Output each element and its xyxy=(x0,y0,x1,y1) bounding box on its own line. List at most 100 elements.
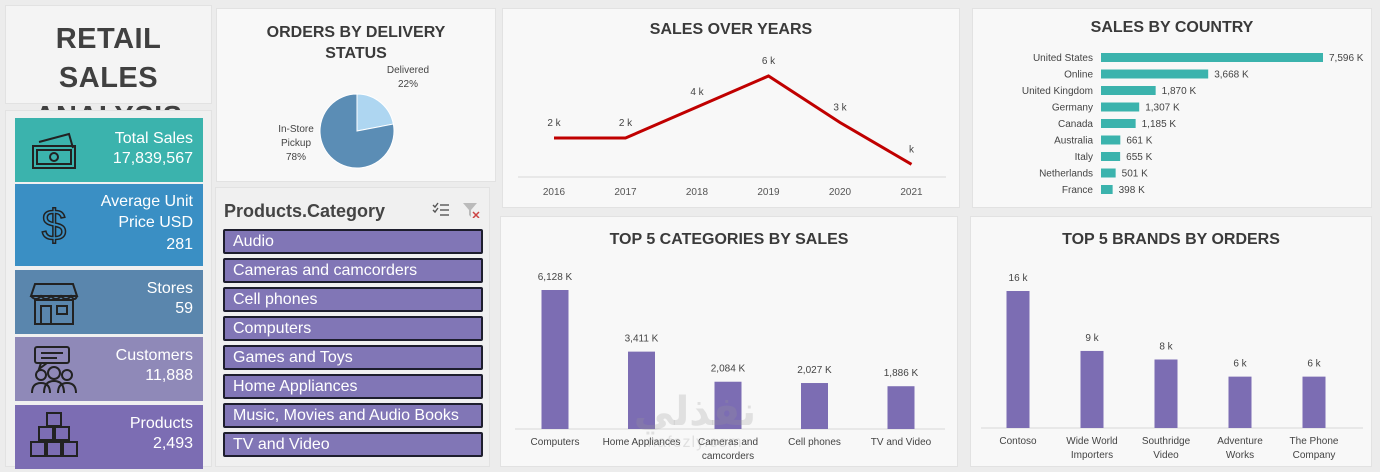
country-data-label: 655 K xyxy=(1126,152,1152,163)
slicer-item-tv-and-video[interactable]: TV and Video xyxy=(223,432,483,457)
clear-filter-icon[interactable] xyxy=(462,202,480,218)
pie-chart: Delivered 22% In-Store Pickup 78% xyxy=(278,65,429,169)
line-x-tick-label: 2019 xyxy=(757,187,780,198)
kpi-products-value: 2,493 xyxy=(152,435,193,452)
kpi-customers: Customers 11,888 xyxy=(15,337,203,401)
category-category-label: Computers xyxy=(531,437,580,448)
category-bar xyxy=(628,351,655,429)
svg-text:$: $ xyxy=(42,201,66,248)
category-category-label: Cell phones xyxy=(788,437,841,448)
country-bar xyxy=(1101,168,1116,178)
sales-by-country-card: SALES BY COUNTRY United States 7,596 K Onl… xyxy=(972,8,1372,208)
multi-select-icon[interactable] xyxy=(432,202,450,218)
category-data-label: 3,411 K xyxy=(625,334,659,345)
kpi-average-unit-price: $ Average Unit Price USD 281 xyxy=(15,184,203,266)
pie-label-pickup-pct: 78% xyxy=(286,152,306,163)
country-category-label: Online xyxy=(1064,70,1093,81)
kpi-stores-label: Stores xyxy=(146,280,193,297)
categories-bar-chart: 6,128 K Computers 3,411 K Home Appliances 2,… xyxy=(515,272,945,462)
line-data-label: k xyxy=(909,144,915,155)
kpi-total-sales-value: 17,839,567 xyxy=(112,150,193,167)
pie-label-delivered-pct: 22% xyxy=(398,79,418,90)
kpi-stores-value: 59 xyxy=(175,300,193,317)
top-categories-card: TOP 5 CATEGORIES BY SALES 6,128 K Compute… xyxy=(500,216,958,467)
pie-chart-title: ORDERS BY DELIVERY STATUS xyxy=(217,22,495,64)
category-bar xyxy=(714,381,742,429)
slicer-item-games-and-toys[interactable]: Games and Toys xyxy=(223,345,483,370)
line-data-label: 3 k xyxy=(833,103,847,114)
category-category-label: Home Appliances xyxy=(603,437,681,448)
customers-icon xyxy=(31,346,77,394)
kpi-total-sales: Total Sales 17,839,567 xyxy=(15,118,203,182)
slicer-item-cell-phones[interactable]: Cell phones xyxy=(223,287,483,312)
country-bar xyxy=(1101,119,1136,128)
brand-bar xyxy=(1006,291,1030,428)
kpi-customers-label: Customers xyxy=(115,347,193,364)
brand-category-label: Video xyxy=(1153,450,1179,461)
country-bar xyxy=(1101,135,1121,145)
slicer-item-home-appliances[interactable]: Home Appliances xyxy=(223,374,483,399)
pie-chart-title-line2: STATUS xyxy=(325,45,387,62)
slicer-item-audio[interactable]: Audio xyxy=(223,229,483,254)
brand-category-label: Company xyxy=(1293,450,1336,461)
pie-label-pickup-line1: In-Store xyxy=(278,124,314,135)
line-x-tick-label: 2017 xyxy=(614,187,637,198)
pie-chart-title-line1: ORDERS BY DELIVERY xyxy=(266,24,446,41)
line-x-tick-label: 2018 xyxy=(686,187,709,198)
line-data-label: 6 k xyxy=(762,56,776,67)
country-data-label: 501 K xyxy=(1122,169,1148,180)
brand-category-label: Wide World xyxy=(1066,436,1118,447)
country-category-label: United Kingdom xyxy=(1022,86,1093,97)
pie-label-delivered: Delivered xyxy=(387,65,429,76)
brand-category-label: Contoso xyxy=(999,436,1037,447)
brand-data-label: 16 k xyxy=(1009,273,1029,284)
line-series-sales xyxy=(554,74,913,166)
country-data-label: 661 K xyxy=(1126,136,1152,147)
country-category-label: Italy xyxy=(1075,152,1093,163)
country-bar xyxy=(1101,152,1121,161)
brand-category-label: Importers xyxy=(1071,450,1113,461)
pie-slice-delivered xyxy=(356,93,394,132)
slicer-item-cameras[interactable]: Cameras and camcorders xyxy=(223,258,483,283)
brand-category-label: The Phone xyxy=(1290,436,1339,447)
category-bar xyxy=(887,386,915,429)
country-bar xyxy=(1101,53,1323,62)
kpi-total-sales-label: Total Sales xyxy=(114,130,193,147)
dollar-icon: $ xyxy=(41,200,67,248)
brands-bar-chart: 16 k Contoso 9 k Wide World Importers 8 k Sout… xyxy=(981,273,1363,461)
kpi-customers-value: 11,888 xyxy=(145,367,193,384)
country-category-label: France xyxy=(1062,185,1094,196)
country-data-label: 1,870 K xyxy=(1162,86,1197,97)
slicer-item-music-movies[interactable]: Music, Movies and Audio Books xyxy=(223,403,483,428)
pie-slice-in-store-pickup xyxy=(319,93,395,169)
store-icon xyxy=(29,283,79,325)
kpi-products-label: Products xyxy=(129,415,193,432)
country-data-label: 398 K xyxy=(1119,185,1145,196)
kpi-average-unit-price-label-line1: Average Unit xyxy=(100,193,193,210)
slicer-item-computers[interactable]: Computers xyxy=(223,316,483,341)
category-bar xyxy=(801,383,828,429)
money-icon xyxy=(32,132,76,169)
pie-label-pickup-line2: Pickup xyxy=(281,138,311,149)
category-data-label: 2,027 K xyxy=(797,365,832,376)
brand-category-label: Adventure xyxy=(1217,436,1263,447)
kpi-stores: Stores 59 xyxy=(15,270,203,334)
line-x-tick-label: 2020 xyxy=(829,187,852,198)
boxes-icon xyxy=(30,412,78,457)
brand-category-label: Southridge xyxy=(1142,436,1191,447)
dashboard-title-panel: RETAIL SALES ANALYSIS xyxy=(5,5,212,133)
country-bar xyxy=(1101,185,1113,194)
category-data-label: 2,084 K xyxy=(711,364,746,375)
category-bar xyxy=(541,290,569,429)
brand-data-label: 9 k xyxy=(1085,333,1099,344)
country-bar xyxy=(1101,102,1140,112)
country-data-label: 1,185 K xyxy=(1142,119,1177,130)
brand-bar xyxy=(1154,359,1178,428)
brand-data-label: 8 k xyxy=(1159,342,1173,353)
orders-by-delivery-status-card: ORDERS BY DELIVERY STATUS Delivered 22% … xyxy=(216,8,496,182)
country-category-label: Australia xyxy=(1054,136,1093,147)
country-category-label: Netherlands xyxy=(1039,169,1093,180)
country-data-label: 1,307 K xyxy=(1145,103,1180,114)
country-category-label: Germany xyxy=(1052,103,1093,114)
line-chart-title: SALES OVER YEARS xyxy=(649,21,813,38)
